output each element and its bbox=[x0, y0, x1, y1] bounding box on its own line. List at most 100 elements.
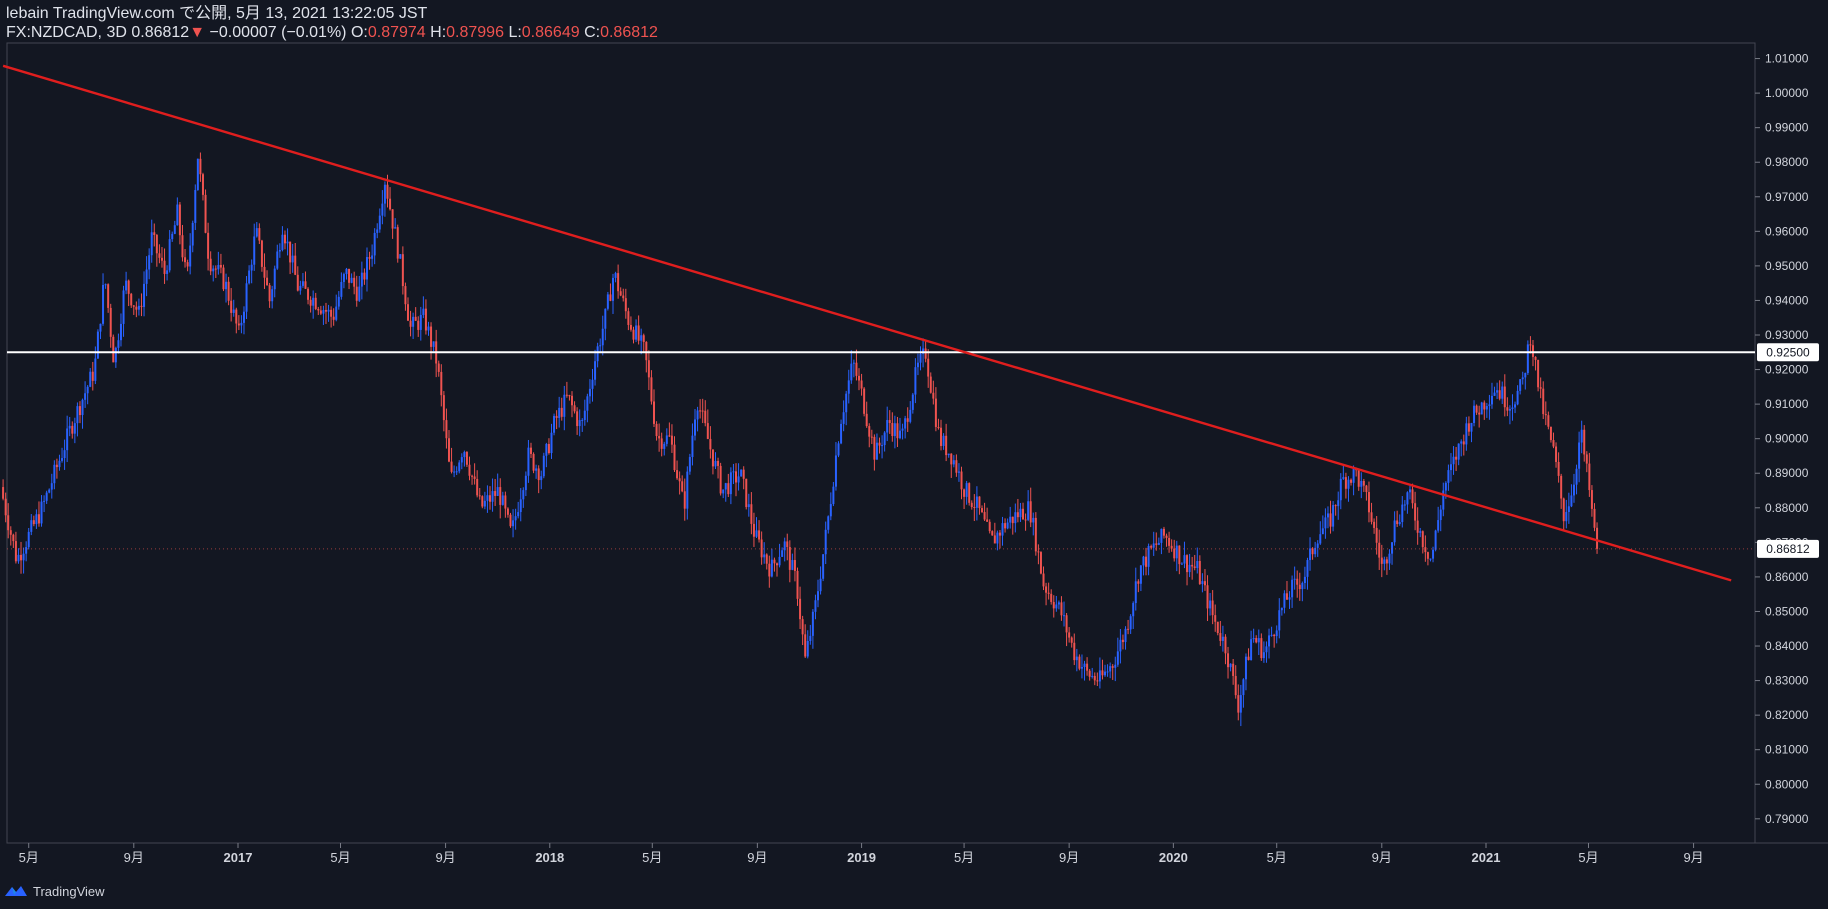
candle-body bbox=[355, 286, 358, 301]
candle-body bbox=[242, 311, 245, 323]
candle-body bbox=[191, 222, 194, 246]
candle-body bbox=[1562, 498, 1565, 522]
candle-body bbox=[337, 296, 340, 307]
candle-body bbox=[604, 308, 607, 329]
candle-body bbox=[317, 308, 320, 311]
candle-body bbox=[483, 500, 486, 507]
candle-body bbox=[1142, 556, 1145, 566]
horizontal-level-label: 0.92500 bbox=[1766, 345, 1810, 359]
candle-body bbox=[570, 395, 573, 406]
candle-body bbox=[737, 476, 740, 483]
candle-body bbox=[1557, 461, 1560, 476]
high-value: 0.87996 bbox=[446, 24, 504, 41]
candle-body bbox=[1506, 407, 1509, 411]
candle-body bbox=[1301, 583, 1304, 590]
candle-body bbox=[1001, 523, 1004, 536]
candle-body bbox=[1480, 402, 1483, 415]
candle-body bbox=[386, 184, 389, 199]
chart-grid bbox=[6, 42, 1828, 844]
candle-body bbox=[30, 520, 33, 532]
candle-body bbox=[665, 435, 668, 444]
candle-body bbox=[747, 504, 750, 508]
y-tick-label: 0.83000 bbox=[1765, 674, 1809, 688]
candle-body bbox=[189, 245, 192, 267]
candle-body bbox=[832, 486, 835, 505]
candle-body bbox=[1027, 501, 1030, 520]
candle-body bbox=[1421, 531, 1424, 548]
x-tick-label: 2019 bbox=[847, 850, 876, 865]
candle-body bbox=[714, 460, 717, 467]
candle-body bbox=[445, 420, 448, 439]
candle-body bbox=[619, 291, 622, 296]
candle-body bbox=[1050, 593, 1053, 602]
candle-body bbox=[978, 496, 981, 509]
open-label: O: bbox=[350, 24, 368, 41]
candle-body bbox=[1416, 520, 1419, 533]
x-tick-label: 2018 bbox=[535, 850, 564, 865]
candle-body bbox=[791, 560, 794, 570]
candle-body bbox=[817, 591, 820, 601]
candle-body bbox=[1147, 546, 1150, 567]
candle-body bbox=[668, 435, 671, 437]
candle-body bbox=[258, 228, 261, 241]
candle-body bbox=[729, 472, 732, 495]
candle-body bbox=[1006, 522, 1009, 529]
candle-body bbox=[796, 570, 799, 599]
candle-body bbox=[1524, 372, 1527, 378]
candle-body bbox=[1014, 512, 1017, 524]
candle-body bbox=[1052, 601, 1055, 609]
candle-body bbox=[1124, 628, 1127, 643]
candle-body bbox=[1019, 508, 1022, 518]
candle-body bbox=[1255, 638, 1258, 643]
candle-body bbox=[199, 158, 202, 175]
candle-body bbox=[1388, 553, 1391, 564]
y-tick-label: 0.93000 bbox=[1765, 328, 1809, 342]
candle-body bbox=[788, 546, 791, 570]
candle-body bbox=[916, 362, 919, 368]
candle-body bbox=[271, 289, 274, 302]
candle-body bbox=[381, 203, 384, 216]
candle-body bbox=[260, 240, 263, 267]
candle-body bbox=[119, 323, 122, 341]
candle-body bbox=[776, 563, 779, 566]
candle-body bbox=[245, 283, 248, 312]
candle-body bbox=[1055, 604, 1058, 609]
candle-body bbox=[901, 428, 904, 431]
candle-body bbox=[1080, 667, 1083, 669]
candle-body bbox=[617, 273, 620, 292]
candle-body bbox=[1022, 508, 1025, 520]
candle-body bbox=[1516, 390, 1519, 405]
candle-body bbox=[860, 380, 863, 389]
tradingview-footer[interactable]: TradingView bbox=[4, 880, 105, 902]
candle-body bbox=[996, 532, 999, 544]
candle-body bbox=[594, 361, 597, 380]
current-price-label: 0.86812 bbox=[1766, 542, 1810, 556]
candle-body bbox=[488, 495, 491, 502]
candle-body bbox=[1411, 489, 1414, 504]
candle-body bbox=[765, 554, 768, 564]
candle-body bbox=[1455, 456, 1458, 460]
candle-body bbox=[1275, 630, 1278, 637]
candle-body bbox=[704, 410, 707, 424]
candle-body bbox=[678, 478, 681, 482]
candle-body bbox=[104, 284, 107, 286]
candle-body bbox=[442, 395, 445, 421]
candle-body bbox=[1529, 344, 1532, 346]
candle-body bbox=[881, 445, 884, 447]
candle-body bbox=[1575, 468, 1578, 485]
candle-body bbox=[217, 264, 220, 270]
candle-body bbox=[1547, 415, 1550, 427]
candle-body bbox=[1032, 517, 1035, 523]
candle-body bbox=[86, 386, 89, 394]
candle-body bbox=[194, 189, 197, 223]
candle-body bbox=[363, 272, 366, 280]
candle-body bbox=[1347, 479, 1350, 489]
candle-body bbox=[1352, 468, 1355, 483]
candle-body bbox=[773, 559, 776, 564]
candle-body bbox=[1229, 663, 1232, 668]
candle-body bbox=[1183, 555, 1186, 564]
candle-body bbox=[1145, 556, 1148, 567]
candle-body bbox=[1160, 528, 1163, 543]
candle-body bbox=[550, 432, 553, 454]
